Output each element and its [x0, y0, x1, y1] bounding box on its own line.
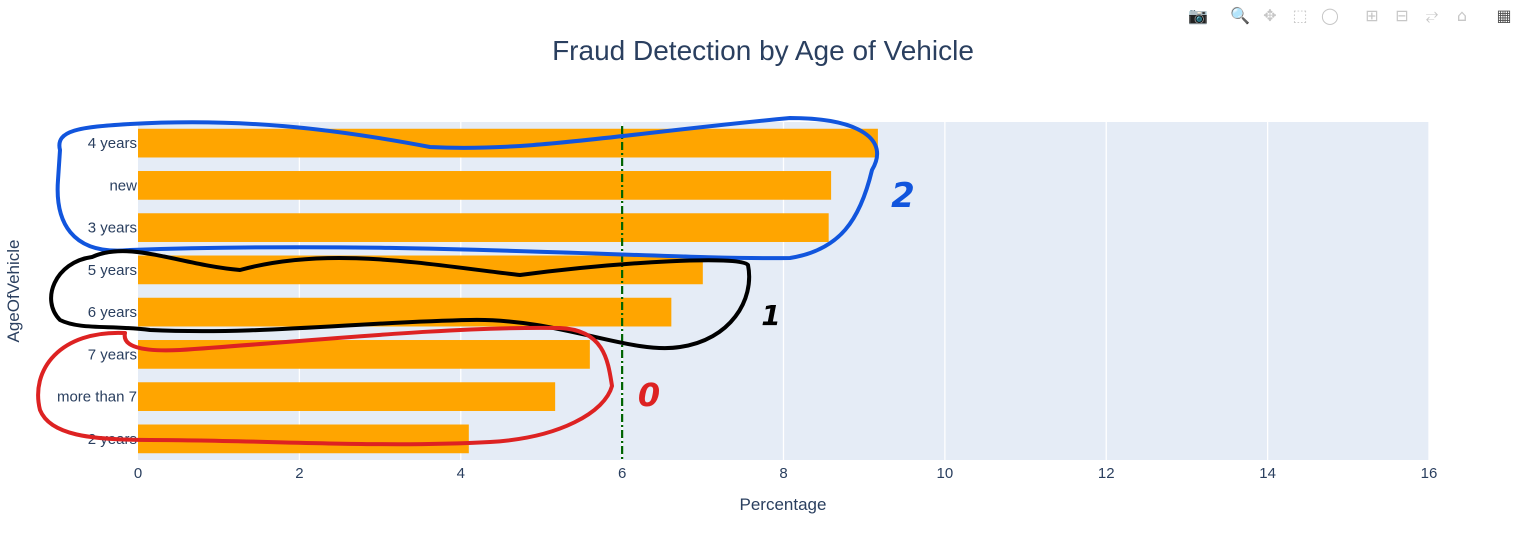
zoom-out-icon[interactable]: ⊟	[1395, 5, 1409, 25]
y-tick-label: 7 years	[88, 346, 137, 363]
lasso-icon[interactable]: ◯	[1321, 5, 1339, 25]
pan-icon[interactable]: ✥	[1263, 5, 1277, 25]
bars	[138, 128, 878, 454]
x-tick-label: 16	[1421, 465, 1438, 482]
y-tick-label: 3 years	[88, 220, 137, 237]
annotation-loop	[36, 325, 614, 447]
y-tick-label: more than 7	[57, 389, 137, 406]
x-tick-label: 2	[295, 465, 303, 482]
y-tick-label: 5 years	[88, 262, 137, 279]
y-axis-title: AgeOfVehicle	[4, 239, 23, 342]
bar[interactable]	[138, 171, 832, 200]
autoscale-icon[interactable]: ⥂	[1425, 5, 1439, 24]
hand-drawn-annotations: 2 1 0	[36, 116, 915, 447]
x-tick-labels: 0 2 4 6 8 10 12 14 16	[134, 465, 1438, 482]
y-tick-labels: 4 years new 3 years 5 years 6 years 7 years mo…	[57, 135, 137, 448]
y-tick-label: new	[109, 177, 137, 194]
annotation-label: 0	[638, 376, 660, 414]
plotly-logo-icon[interactable]: ▦	[1496, 5, 1512, 25]
annotation-loop	[49, 249, 752, 351]
bar[interactable]	[138, 213, 829, 242]
zoom-icon[interactable]: 🔍	[1230, 5, 1250, 25]
reset-axes-icon[interactable]: ⌂	[1456, 5, 1468, 25]
x-tick-label: 6	[618, 465, 626, 482]
camera-icon[interactable]: 📷	[1188, 5, 1208, 25]
modebar: 📷 🔍 ✥ ⬚ ◯ ⊞ ⊟ ⥂ ⌂ ▦	[1185, 4, 1517, 26]
bar[interactable]	[138, 382, 556, 411]
x-tick-label: 8	[779, 465, 787, 482]
zoom-in-icon[interactable]: ⊞	[1365, 5, 1379, 25]
x-tick-label: 0	[134, 465, 142, 482]
annotation-loop	[55, 116, 880, 261]
x-tick-label: 10	[937, 465, 954, 482]
chart-title: Fraud Detection by Age of Vehicle	[552, 35, 974, 66]
annotation-label: 1	[761, 299, 780, 332]
box-select-icon[interactable]: ⬚	[1292, 5, 1308, 25]
bar[interactable]	[138, 340, 590, 369]
y-tick-label: 6 years	[88, 304, 137, 321]
annotation-label: 2	[891, 176, 915, 216]
x-tick-label: 4	[457, 465, 465, 482]
y-tick-label: 4 years	[88, 135, 137, 152]
x-tick-label: 12	[1098, 465, 1115, 482]
x-tick-label: 14	[1259, 465, 1276, 482]
x-axis-title: Percentage	[740, 495, 827, 514]
bar[interactable]	[138, 128, 878, 158]
